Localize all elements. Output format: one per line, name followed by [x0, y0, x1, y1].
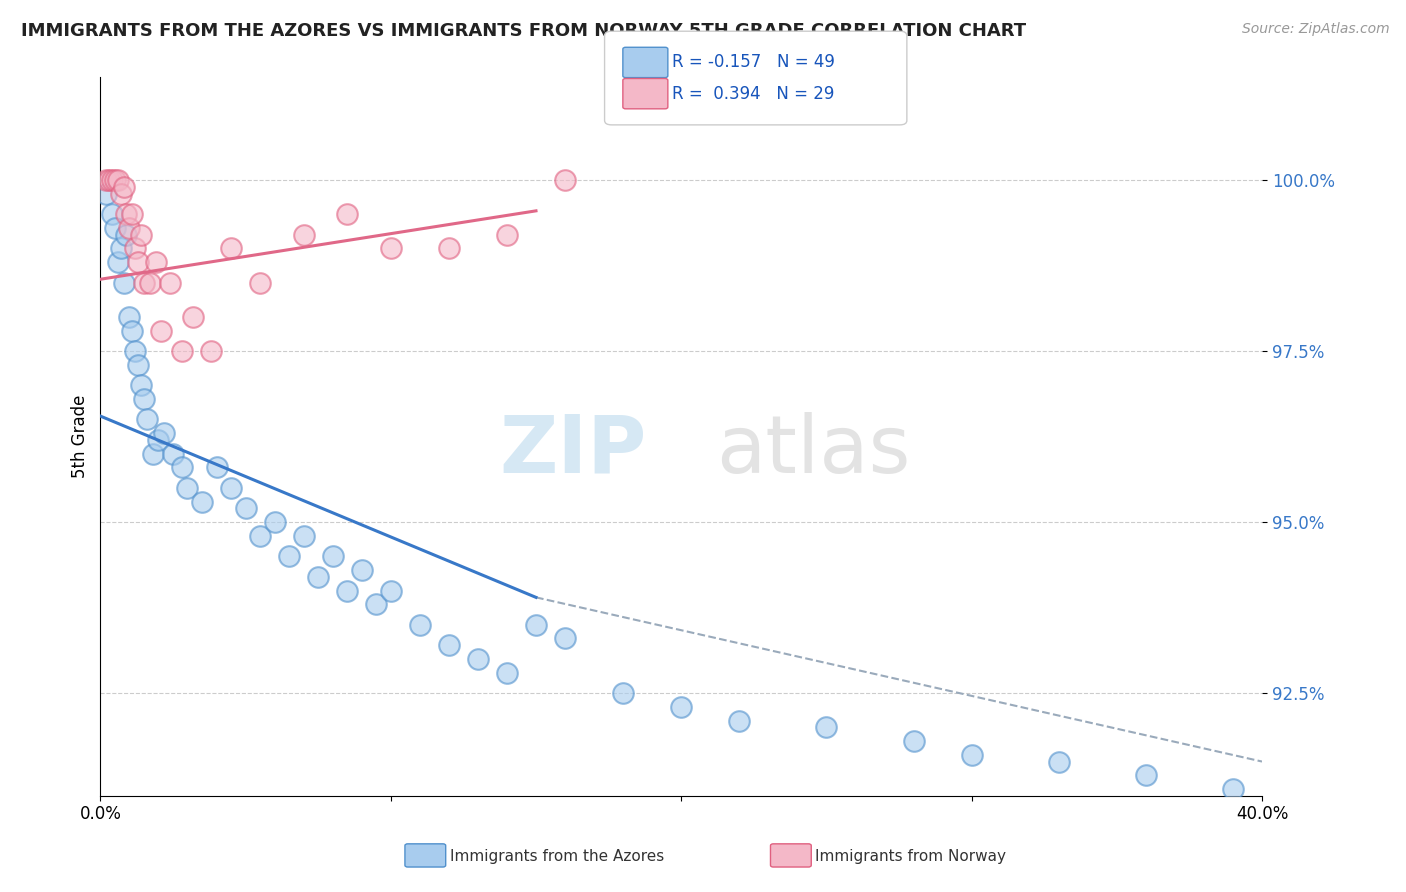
Point: [219, 242, 242, 256]
Point: [104, 173, 127, 187]
Point: [219, 481, 242, 495]
Point: [437, 242, 460, 256]
Point: [127, 358, 149, 372]
Point: [176, 481, 198, 495]
Text: R =  0.394   N = 29: R = 0.394 N = 29: [672, 85, 834, 103]
Point: [138, 276, 160, 290]
Point: [127, 255, 149, 269]
Point: [159, 276, 181, 290]
Point: [142, 447, 165, 461]
Point: [118, 221, 141, 235]
Point: [960, 747, 983, 762]
Point: [121, 207, 143, 221]
Point: [409, 617, 432, 632]
Point: [145, 255, 167, 269]
Point: [118, 310, 141, 324]
Text: atlas: atlas: [716, 412, 911, 490]
Point: [496, 665, 519, 680]
Point: [815, 720, 838, 734]
Point: [101, 207, 124, 221]
Point: [612, 686, 634, 700]
Point: [170, 460, 193, 475]
Point: [263, 515, 285, 529]
Point: [350, 563, 373, 577]
Point: [1047, 755, 1070, 769]
Point: [124, 242, 146, 256]
Point: [170, 344, 193, 359]
Point: [524, 617, 547, 632]
Point: [292, 227, 315, 242]
Point: [135, 412, 157, 426]
Point: [307, 570, 329, 584]
Point: [115, 207, 138, 221]
Point: [249, 276, 271, 290]
Point: [96, 186, 118, 201]
Point: [101, 173, 124, 187]
Text: R = -0.157   N = 49: R = -0.157 N = 49: [672, 54, 835, 71]
Point: [148, 433, 170, 447]
Point: [104, 221, 127, 235]
Point: [153, 426, 176, 441]
Point: [292, 529, 315, 543]
Point: [1135, 768, 1157, 782]
Point: [96, 173, 118, 187]
Point: [115, 227, 138, 242]
Point: [669, 699, 692, 714]
Point: [132, 276, 155, 290]
Point: [336, 207, 359, 221]
Point: [150, 324, 173, 338]
Point: [1222, 781, 1244, 796]
Text: Immigrants from the Azores: Immigrants from the Azores: [450, 849, 664, 863]
Point: [162, 447, 184, 461]
Point: [467, 652, 489, 666]
Point: [110, 186, 132, 201]
Point: [205, 460, 228, 475]
Point: [380, 242, 402, 256]
Point: [98, 173, 121, 187]
Text: ZIP: ZIP: [499, 412, 647, 490]
Point: [554, 173, 576, 187]
Point: [129, 378, 152, 392]
Point: [129, 227, 152, 242]
Point: [112, 180, 135, 194]
Point: [322, 549, 344, 564]
Text: Immigrants from Norway: Immigrants from Norway: [815, 849, 1007, 863]
Point: [121, 324, 143, 338]
Point: [366, 597, 388, 611]
Point: [107, 173, 129, 187]
Point: [336, 583, 359, 598]
Point: [112, 276, 135, 290]
Text: Source: ZipAtlas.com: Source: ZipAtlas.com: [1241, 22, 1389, 37]
Point: [107, 255, 129, 269]
Point: [181, 310, 204, 324]
Point: [380, 583, 402, 598]
Y-axis label: 5th Grade: 5th Grade: [72, 395, 89, 478]
Point: [554, 632, 576, 646]
Text: IMMIGRANTS FROM THE AZORES VS IMMIGRANTS FROM NORWAY 5TH GRADE CORRELATION CHART: IMMIGRANTS FROM THE AZORES VS IMMIGRANTS…: [21, 22, 1026, 40]
Point: [124, 344, 146, 359]
Point: [235, 501, 257, 516]
Point: [903, 734, 925, 748]
Point: [278, 549, 301, 564]
Point: [496, 227, 519, 242]
Point: [249, 529, 271, 543]
Point: [191, 494, 214, 508]
Point: [200, 344, 222, 359]
Point: [132, 392, 155, 406]
Point: [110, 242, 132, 256]
Point: [728, 714, 751, 728]
Point: [437, 638, 460, 652]
